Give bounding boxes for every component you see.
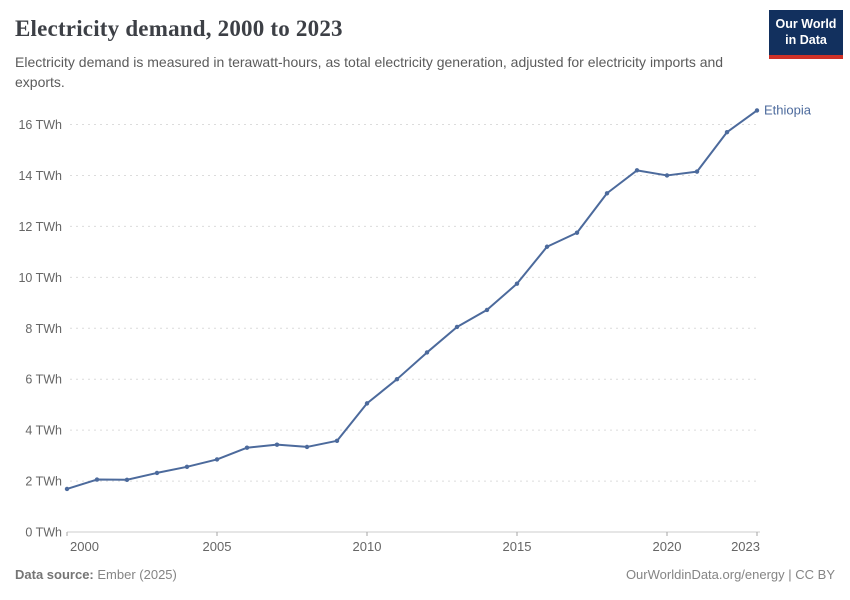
owid-logo-line2: in Data: [785, 33, 827, 48]
y-axis-label-2: 2 TWh: [25, 475, 62, 489]
data-point-ethiopia-2003: [154, 470, 160, 476]
page-subtitle: Electricity demand is measured in terawa…: [15, 54, 724, 91]
data-point-ethiopia-2004: [184, 464, 190, 469]
series-line-ethiopia: [66, 109, 758, 490]
data-point-ethiopia-2000: [64, 486, 70, 492]
x-axis-label-2000: 2000: [70, 539, 99, 554]
data-source: Data source: Ember (2025): [15, 567, 177, 582]
y-axis-label-16: 16 TWh: [18, 118, 62, 132]
data-source-label: Data source:: [15, 567, 94, 582]
y-axis-label-10: 10 TWh: [18, 271, 62, 285]
y-axis-label-0: 0 TWh: [25, 526, 62, 540]
y-axis-label-6: 6 TWh: [25, 373, 62, 387]
data-point-ethiopia-2006: [244, 445, 250, 450]
y-axis-label-14: 14 TWh: [18, 169, 62, 183]
x-axis-label-2015: 2015: [503, 539, 532, 554]
data-point-ethiopia-2012: [424, 350, 430, 355]
data-point-ethiopia-2017: [574, 230, 580, 235]
data-point-ethiopia-2009: [334, 438, 340, 444]
data-point-ethiopia-2021: [694, 169, 700, 174]
data-point-ethiopia-2014: [484, 307, 490, 313]
data-point-ethiopia-2020: [664, 173, 670, 178]
data-point-ethiopia-2002: [124, 477, 130, 482]
data-point-ethiopia-2010: [364, 401, 370, 406]
page-title: Electricity demand, 2000 to 2023: [15, 16, 343, 41]
data-point-ethiopia-2022: [724, 129, 730, 135]
y-axis-label-4: 4 TWh: [25, 424, 62, 438]
x-axis-label-2023: 2023: [731, 539, 760, 554]
data-point-ethiopia-2011: [394, 376, 400, 382]
owid-logo[interactable]: Our World in Data: [769, 10, 843, 59]
data-point-ethiopia-2005: [214, 457, 220, 462]
data-point-ethiopia-2019: [634, 168, 640, 173]
x-axis-label-2010: 2010: [353, 539, 382, 554]
data-source-value: Ember (2025): [97, 567, 177, 582]
x-axis-label-2020: 2020: [653, 539, 682, 554]
chart-footer: Data source: Ember (2025) OurWorldinData…: [15, 567, 835, 582]
y-axis-label-12: 12 TWh: [18, 220, 62, 234]
x-axis-label-2005: 2005: [203, 539, 232, 554]
data-point-ethiopia-2008: [304, 444, 310, 450]
data-point-ethiopia-2015: [514, 281, 520, 286]
footer-credit[interactable]: OurWorldinData.org/energy | CC BY: [625, 567, 835, 582]
data-point-ethiopia-2023: [754, 108, 760, 113]
data-point-ethiopia-2013: [454, 324, 460, 330]
data-point-ethiopia-2018: [604, 191, 610, 196]
data-point-ethiopia-2007: [274, 442, 280, 447]
owid-logo-line1: Our World: [775, 17, 837, 31]
data-point-ethiopia-2001: [94, 477, 100, 482]
data-point-ethiopia-2016: [544, 244, 550, 249]
series-label-ethiopia: Ethiopia: [764, 102, 812, 117]
y-axis-label-8: 8 TWh: [25, 322, 62, 336]
